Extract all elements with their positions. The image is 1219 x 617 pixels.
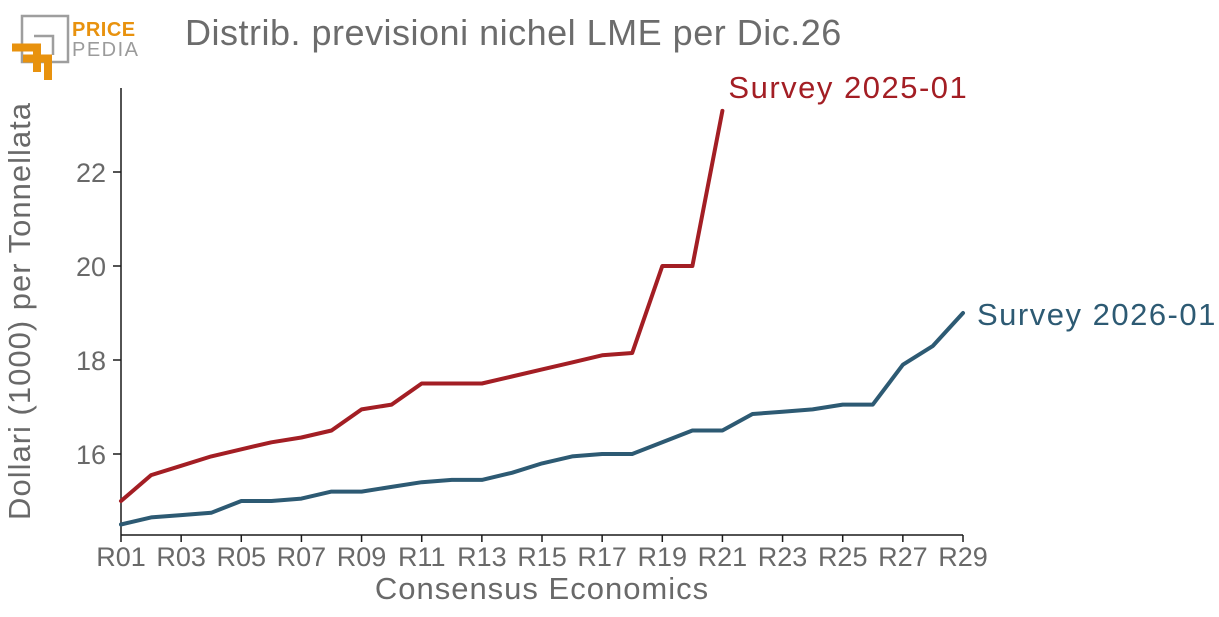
x-tick-label: R11 <box>398 542 446 572</box>
x-tick-label: R29 <box>938 542 988 572</box>
x-tick-label: R27 <box>878 542 928 572</box>
y-tick-label: 16 <box>76 440 106 470</box>
x-tick-label: R13 <box>457 542 507 572</box>
y-tick-label: 20 <box>76 252 106 282</box>
x-tick-label: R03 <box>156 542 206 572</box>
y-axis-title: Dollari (1000) per Tonnellata <box>2 102 37 520</box>
series-label-survey-2025-01: Survey 2025-01 <box>728 70 968 105</box>
series-line-survey-2025-01 <box>119 108 725 503</box>
x-tick-label: R19 <box>638 542 688 572</box>
x-tick-label: R15 <box>517 542 567 572</box>
x-tick-label: R17 <box>577 542 627 572</box>
pricepedia-logo-icon <box>12 14 70 80</box>
x-tick-label: R09 <box>337 542 387 572</box>
y-tick-label: 18 <box>76 346 106 376</box>
x-tick-label: R07 <box>277 542 327 572</box>
y-tick-label: 22 <box>76 158 106 188</box>
logo-inner-corner <box>34 34 55 55</box>
x-tick-label: R21 <box>698 542 748 572</box>
logo-text-pedia: PEDIA <box>72 39 140 61</box>
chart-title: Distrib. previsioni nichel LME per Dic.2… <box>185 12 842 53</box>
x-tick-label: R05 <box>217 542 267 572</box>
pricepedia-logo: PRICE PEDIA <box>8 6 178 88</box>
series-label-survey-2026-01: Survey 2026-01 <box>977 297 1217 332</box>
logo-orange-bracket-inner <box>23 54 52 80</box>
x-tick-label: R01 <box>96 542 146 572</box>
logo-orange-bracket-outer <box>12 43 41 72</box>
pricepedia-logo-text: PRICE PEDIA <box>72 20 140 60</box>
logo-text-price: PRICE <box>72 19 136 41</box>
x-tick-label: R25 <box>818 542 868 572</box>
series-line-survey-2026-01 <box>119 311 965 527</box>
x-tick-label: R23 <box>758 542 808 572</box>
x-axis-title: Consensus Economics <box>375 571 709 606</box>
